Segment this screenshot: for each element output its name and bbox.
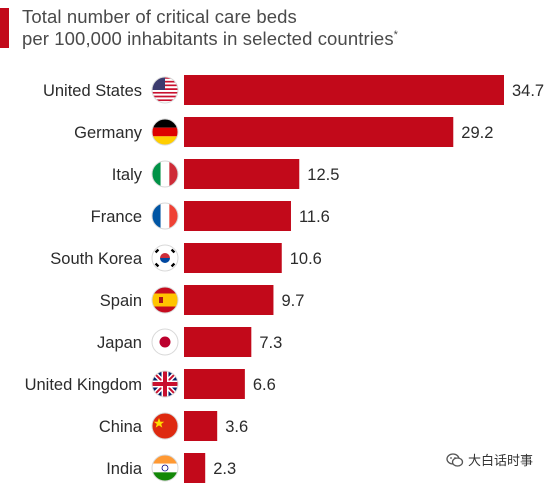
value-label: 6.6	[253, 376, 276, 394]
chart-title-text-2: per 100,000 inhabitants in selected coun…	[22, 28, 394, 49]
value-label: 2.3	[213, 460, 236, 478]
flag-es-icon	[151, 286, 179, 314]
flag-in-icon	[151, 454, 179, 482]
value-label: 34.7	[512, 82, 544, 100]
bar	[184, 285, 274, 315]
bar	[184, 75, 504, 105]
chart-title-line-2: per 100,000 inhabitants in selected coun…	[22, 28, 398, 50]
bar-row: China 3.6	[99, 411, 248, 441]
category-label: China	[99, 418, 143, 436]
category-label: United States	[43, 82, 142, 100]
bar	[184, 369, 245, 399]
category-label: India	[106, 460, 143, 478]
wechat-icon	[446, 453, 464, 467]
value-label: 29.2	[461, 124, 493, 142]
category-label: Spain	[100, 292, 142, 310]
watermark-text: 大白话时事	[468, 453, 534, 468]
bar	[184, 453, 206, 483]
bar	[184, 243, 282, 273]
bar	[184, 411, 218, 441]
value-label: 10.6	[290, 250, 322, 268]
flag-kr-icon	[151, 244, 179, 272]
footnote-mark: *	[393, 28, 399, 41]
category-label: Germany	[74, 124, 143, 142]
bar-row: South Korea 10.6	[50, 243, 322, 273]
bar	[184, 117, 454, 147]
bar-row: Germany 29.2	[74, 117, 493, 147]
value-label: 3.6	[225, 418, 248, 436]
bar	[184, 159, 300, 189]
bar-row: India 2.3	[106, 453, 236, 483]
value-label: 9.7	[281, 292, 304, 310]
value-label: 11.6	[299, 208, 330, 226]
flag-fr-icon	[151, 202, 179, 230]
bar	[184, 327, 252, 357]
category-label: Japan	[97, 334, 142, 352]
bar-row: United States 34.7	[43, 75, 544, 105]
category-label: Italy	[112, 166, 143, 184]
flag-us-icon	[151, 76, 179, 104]
chart-title-text-1: Total number of critical care beds	[22, 6, 297, 27]
flag-de-icon	[151, 118, 179, 146]
category-label: South Korea	[50, 250, 143, 268]
bar-row: United Kingdom 6.6	[25, 369, 276, 399]
bar-row: France 11.6	[91, 201, 330, 231]
bar	[184, 201, 291, 231]
value-label: 12.5	[307, 166, 339, 184]
flag-jp-icon	[151, 328, 179, 356]
category-label: France	[91, 208, 142, 226]
category-label: United Kingdom	[25, 376, 142, 394]
flag-gb-icon	[151, 370, 179, 398]
value-label: 7.3	[259, 334, 282, 352]
chart-title-line-1: Total number of critical care beds	[22, 6, 297, 28]
flag-cn-icon	[151, 412, 179, 440]
bar-row: Japan 7.3	[97, 327, 282, 357]
bar-row: Italy 12.5	[112, 159, 339, 189]
title-accent-bar	[0, 8, 9, 48]
bar-row: Spain 9.7	[100, 285, 304, 315]
flag-it-icon	[151, 160, 179, 188]
